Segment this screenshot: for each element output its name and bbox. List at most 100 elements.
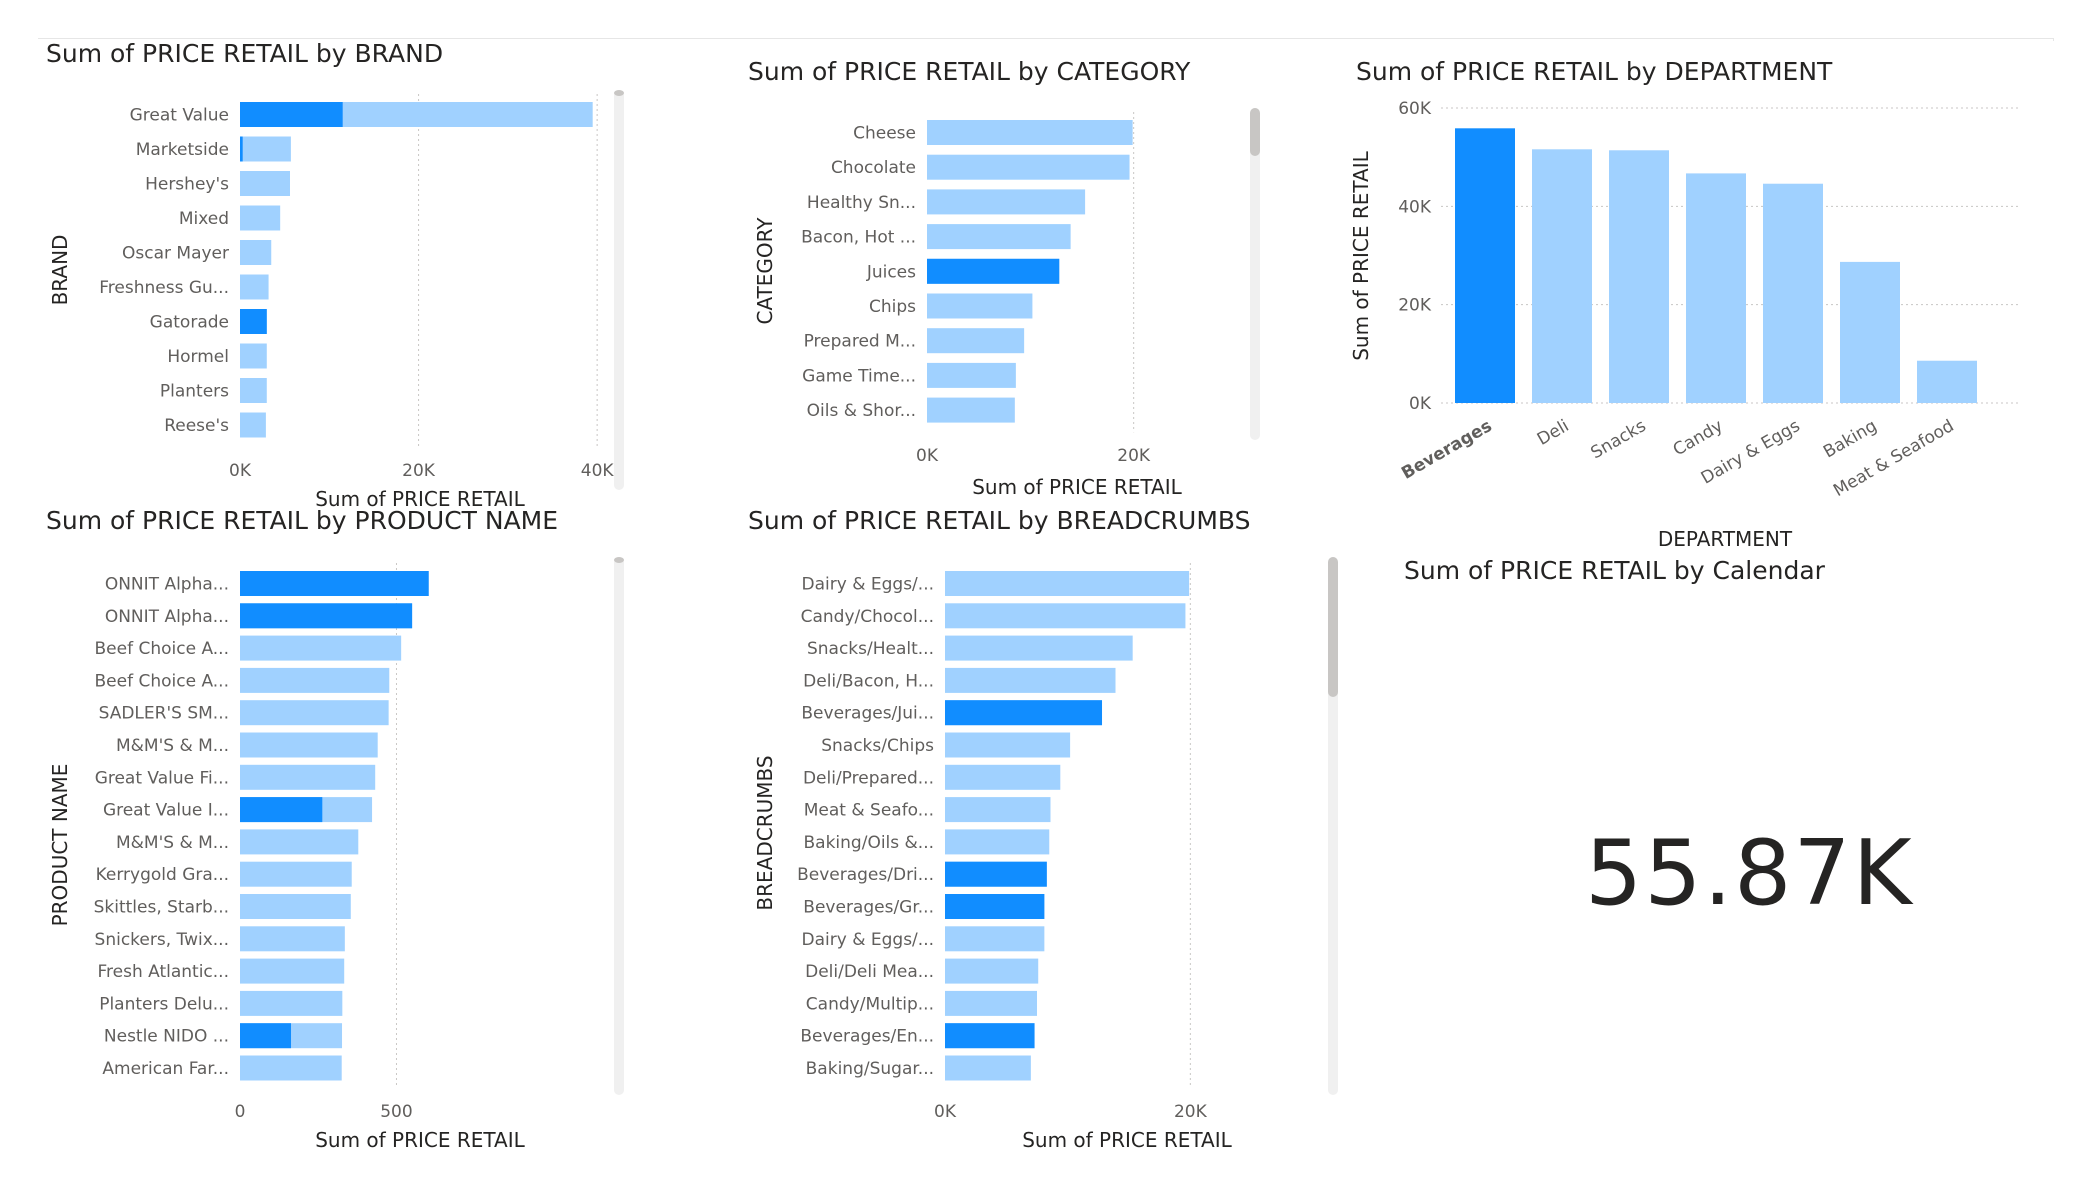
bar-base[interactable] <box>927 189 1086 215</box>
bar[interactable] <box>1686 173 1746 403</box>
bar-highlight[interactable] <box>927 258 1060 284</box>
bar-base[interactable] <box>240 171 290 196</box>
bar-base[interactable] <box>927 362 1016 388</box>
bar-highlight[interactable] <box>240 603 413 629</box>
bar-base[interactable] <box>240 635 402 661</box>
category-label: Dairy & Eggs/... <box>802 575 934 595</box>
bar-base[interactable] <box>927 224 1071 250</box>
bar-base[interactable] <box>927 397 1015 423</box>
bar-base[interactable] <box>240 958 345 984</box>
bar-highlight[interactable] <box>945 1023 1035 1049</box>
scrollbar-track[interactable] <box>614 90 624 490</box>
department-chart[interactable]: Sum of PRICE RETAIL by DEPARTMENT 0K 20K 4… <box>1345 56 2060 556</box>
bar-highlight[interactable] <box>945 700 1103 726</box>
scrollbar-thumb[interactable] <box>1328 557 1338 697</box>
category-label: Snacks <box>1588 416 1650 463</box>
x-tick-label: 0 <box>235 1102 246 1122</box>
bar-base[interactable] <box>240 343 267 369</box>
category-label: Deli <box>1534 416 1573 450</box>
category-label: Bacon, Hot ... <box>801 228 916 248</box>
bar-highlight[interactable] <box>240 309 267 334</box>
category-label: SADLER'S SM... <box>99 704 229 724</box>
bar-base[interactable] <box>240 240 272 265</box>
bar[interactable] <box>1609 150 1669 403</box>
bar-base[interactable] <box>240 894 351 919</box>
scrollbar-thumb[interactable] <box>614 90 624 96</box>
bar-base[interactable] <box>945 797 1051 823</box>
category-label: Great Value <box>130 106 229 126</box>
bar-base[interactable] <box>240 1055 342 1081</box>
bar-base[interactable] <box>945 571 1190 596</box>
bar-base[interactable] <box>927 328 1025 354</box>
bar-highlight[interactable] <box>240 1023 292 1049</box>
category-label: Snacks/Chips <box>821 736 934 756</box>
y-axis-title: Sum of PRICE RETAIL <box>1349 150 1373 360</box>
category-label: Beverages/En... <box>800 1027 934 1047</box>
bar-highlight[interactable] <box>945 861 1047 887</box>
y-tick-label: 20K <box>1398 296 1432 316</box>
bar-base[interactable] <box>240 412 266 438</box>
bar-base[interactable] <box>240 829 359 855</box>
bar-base[interactable] <box>240 926 345 952</box>
bar-base[interactable] <box>945 829 1050 855</box>
category-label: Hormel <box>167 347 229 367</box>
bar-base[interactable] <box>240 136 291 162</box>
product-name-chart[interactable]: Sum of PRICE RETAIL by PRODUCT NAME 0 500… <box>38 505 638 1155</box>
category-chart[interactable]: Sum of PRICE RETAIL by CATEGORY 0K 20K Che… <box>745 56 1275 501</box>
category-label: Mixed <box>179 209 229 229</box>
bar-base[interactable] <box>240 205 281 231</box>
scrollbar-thumb[interactable] <box>1250 108 1260 156</box>
scrollbar-track[interactable] <box>614 557 624 1095</box>
category-label: American Far... <box>102 1059 229 1079</box>
breadcrumbs-chart[interactable]: Sum of PRICE RETAIL by BREADCRUMBS 0K 20K… <box>745 505 1345 1155</box>
bar-base[interactable] <box>945 926 1045 952</box>
bar-base[interactable] <box>927 154 1130 180</box>
x-axis-title: Sum of PRICE RETAIL <box>972 475 1182 499</box>
bar-highlight[interactable] <box>240 102 343 127</box>
category-label: Marketside <box>136 140 229 160</box>
bar-base[interactable] <box>240 732 378 758</box>
bar-base[interactable] <box>240 764 376 790</box>
bar-base[interactable] <box>240 667 390 693</box>
bar-base[interactable] <box>240 274 269 300</box>
bar[interactable] <box>1763 183 1823 403</box>
scrollbar-thumb[interactable] <box>614 557 624 563</box>
bar-base[interactable] <box>945 603 1186 629</box>
scrollbar-track[interactable] <box>1250 108 1260 440</box>
category-label: Fresh Atlantic... <box>97 962 229 982</box>
y-tick-label: 0K <box>1409 394 1432 414</box>
bar-base[interactable] <box>240 378 267 403</box>
bar-base[interactable] <box>927 293 1033 319</box>
category-label: Dairy & Eggs/... <box>802 930 934 950</box>
bar-highlight[interactable] <box>240 136 243 162</box>
x-axis-title: Sum of PRICE RETAIL <box>1022 1128 1232 1152</box>
bar-highlight[interactable] <box>945 894 1045 919</box>
calendar-card[interactable]: Sum of PRICE RETAIL by Calendar 55.87K <box>1395 555 2015 975</box>
bar-base[interactable] <box>945 764 1061 790</box>
category-label: Great Value Fi... <box>95 768 229 788</box>
bar-base[interactable] <box>945 635 1133 661</box>
brand-chart[interactable]: Sum of PRICE RETAIL by BRAND 0K 20K 40K Gre… <box>38 38 638 510</box>
bar[interactable] <box>1917 360 1977 403</box>
bar-base[interactable] <box>927 120 1133 145</box>
bar-base[interactable] <box>240 861 352 887</box>
bar-base[interactable] <box>945 667 1116 693</box>
y-tick-label: 40K <box>1398 197 1432 217</box>
category-label: Snacks/Healt... <box>807 639 934 659</box>
bar-base[interactable] <box>945 990 1037 1016</box>
bar[interactable] <box>1455 128 1515 403</box>
bar-highlight[interactable] <box>240 797 323 823</box>
bar-base[interactable] <box>945 958 1039 984</box>
bar-highlight[interactable] <box>240 571 429 596</box>
x-tick-label: 0K <box>934 1102 957 1122</box>
bar-base[interactable] <box>240 700 389 726</box>
category-label: Nestle NIDO ... <box>104 1027 229 1047</box>
bar-base[interactable] <box>945 732 1071 758</box>
bar-base[interactable] <box>945 1055 1031 1081</box>
bar-base[interactable] <box>240 990 343 1016</box>
category-label: Baking <box>1820 416 1880 462</box>
bar[interactable] <box>1532 149 1592 403</box>
category-chart-title: Sum of PRICE RETAIL by CATEGORY <box>748 57 1191 86</box>
bar[interactable] <box>1840 261 1900 403</box>
category-label: Beef Choice A... <box>95 671 230 691</box>
